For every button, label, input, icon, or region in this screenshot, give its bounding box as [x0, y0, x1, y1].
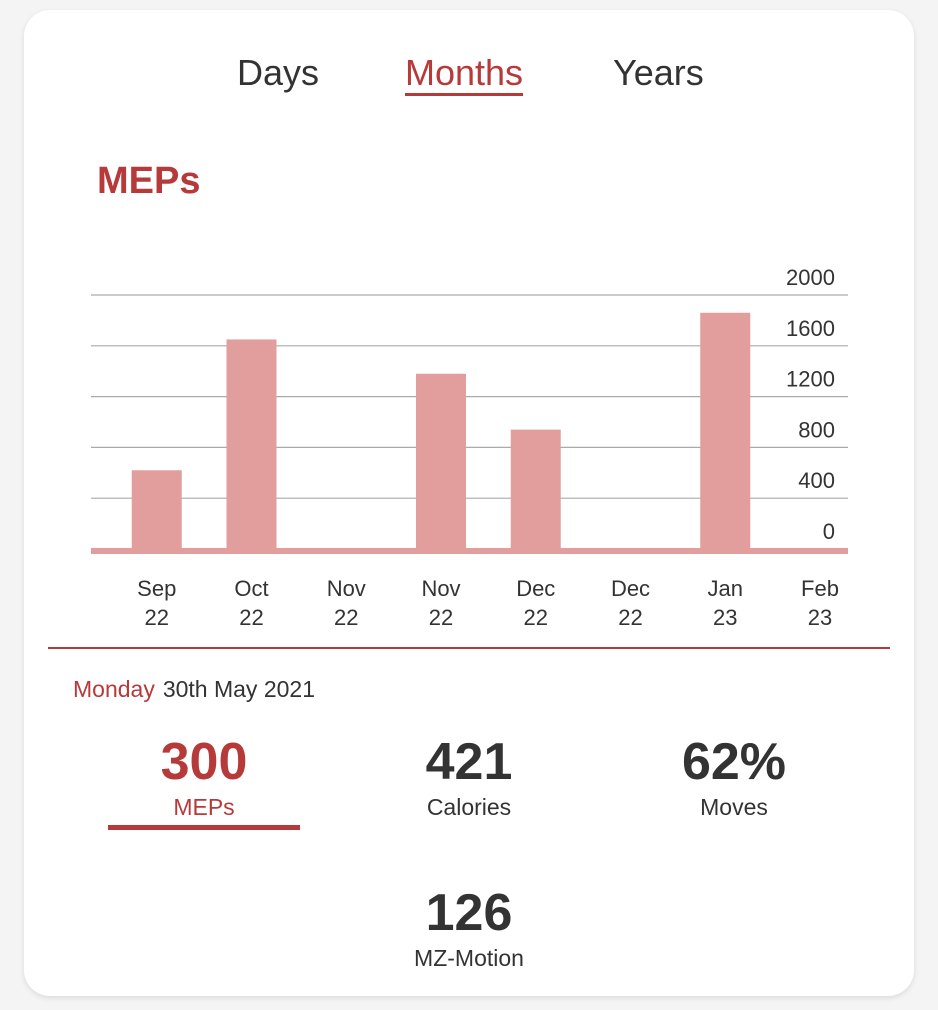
stat-calories[interactable]: 421 Calories — [349, 732, 589, 822]
stat-mz-motion[interactable]: 126 MZ-Motion — [349, 883, 589, 973]
tab-days[interactable]: Days — [237, 52, 320, 93]
y-tick-label: 2000 — [786, 265, 835, 290]
stat-selected-underline — [108, 825, 300, 830]
selected-weekday: Monday — [73, 676, 155, 702]
x-tick-label: Jan 23 — [708, 576, 743, 630]
y-tick-label: 1200 — [786, 367, 835, 392]
stat-mz-motion-label: MZ-Motion — [414, 945, 524, 971]
tab-months[interactable]: Months — [405, 52, 524, 93]
bar[interactable] — [131, 470, 182, 549]
period-tabs: Days Months Years — [24, 10, 914, 120]
stat-moves-value: 62% — [681, 733, 787, 791]
x-tick-label: Dec 22 — [516, 576, 555, 630]
section-divider — [48, 647, 890, 649]
stat-meps-label: MEPs — [173, 794, 235, 820]
bar[interactable] — [510, 429, 561, 549]
bar[interactable] — [226, 339, 277, 549]
stat-meps[interactable]: 300 MEPs — [84, 732, 324, 822]
x-axis-baseline — [91, 548, 848, 554]
stat-moves-label: Moves — [700, 794, 768, 820]
x-tick-label: Feb 23 — [801, 576, 839, 630]
y-tick-label: 0 — [823, 519, 835, 544]
x-tick-label: Oct 22 — [234, 576, 268, 630]
stat-calories-value: 421 — [425, 733, 513, 791]
y-tick-label: 800 — [798, 417, 835, 442]
x-tick-label: Sep 22 — [137, 576, 176, 630]
x-tick-label: Dec 22 — [611, 576, 650, 630]
tab-years[interactable]: Years — [613, 52, 704, 93]
stat-mz-motion-value: 126 — [425, 884, 513, 942]
bar[interactable] — [700, 312, 751, 549]
selected-date-text: 30th May 2021 — [162, 676, 315, 702]
x-tick-label: Sep 22 — [42, 576, 81, 630]
y-tick-label: 1600 — [786, 316, 835, 341]
stat-moves[interactable]: 62% Moves — [614, 732, 854, 822]
stat-calories-label: Calories — [426, 794, 512, 820]
y-tick-label: 400 — [798, 468, 835, 493]
meps-card: Days Months Years MEPs 0 400 800 1200 1600 20… — [24, 10, 914, 996]
x-tick-label: Nov 22 — [327, 576, 366, 630]
bar[interactable] — [416, 373, 466, 549]
selected-date: Monday 30th May 2021 — [73, 676, 315, 703]
x-tick-label: Nov 22 — [421, 576, 460, 630]
chart-title: MEPs — [97, 160, 201, 202]
stat-meps-value: 300 — [160, 733, 248, 791]
meps-bar-chart[interactable]: 0 400 800 1200 1600 2000 Sep 22 Sep 22 Oct 22 Nov 22 N… — [24, 10, 914, 640]
